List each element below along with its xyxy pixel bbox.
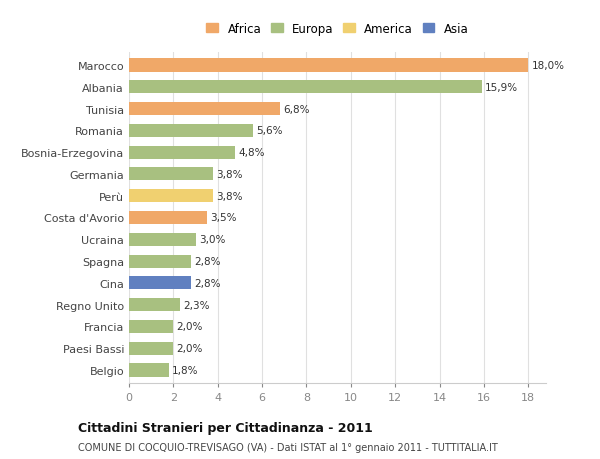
Text: 2,3%: 2,3% xyxy=(184,300,210,310)
Text: 2,0%: 2,0% xyxy=(176,343,203,353)
Bar xyxy=(129,103,280,116)
Bar xyxy=(129,320,173,333)
Text: 2,8%: 2,8% xyxy=(194,257,221,267)
Bar xyxy=(129,212,206,224)
Bar xyxy=(129,124,253,138)
Bar xyxy=(129,168,213,181)
Text: 2,0%: 2,0% xyxy=(176,322,203,332)
Legend: Africa, Europa, America, Asia: Africa, Europa, America, Asia xyxy=(203,19,472,39)
Text: 1,8%: 1,8% xyxy=(172,365,199,375)
Text: 3,5%: 3,5% xyxy=(210,213,236,223)
Bar xyxy=(129,190,213,203)
Bar xyxy=(129,255,191,268)
Bar xyxy=(129,146,235,159)
Text: 18,0%: 18,0% xyxy=(532,61,565,71)
Text: 3,8%: 3,8% xyxy=(217,169,243,179)
Text: 6,8%: 6,8% xyxy=(283,104,310,114)
Bar xyxy=(129,59,528,73)
Bar xyxy=(129,342,173,355)
Text: 2,8%: 2,8% xyxy=(194,278,221,288)
Bar xyxy=(129,277,191,290)
Text: COMUNE DI COCQUIO-TREVISAGO (VA) - Dati ISTAT al 1° gennaio 2011 - TUTTITALIA.IT: COMUNE DI COCQUIO-TREVISAGO (VA) - Dati … xyxy=(78,442,498,452)
Text: 4,8%: 4,8% xyxy=(239,148,265,158)
Text: 3,8%: 3,8% xyxy=(217,191,243,202)
Bar xyxy=(129,298,180,312)
Bar xyxy=(129,233,196,246)
Text: 3,0%: 3,0% xyxy=(199,235,225,245)
Text: Cittadini Stranieri per Cittadinanza - 2011: Cittadini Stranieri per Cittadinanza - 2… xyxy=(78,421,373,434)
Bar xyxy=(129,364,169,377)
Bar xyxy=(129,81,482,94)
Text: 15,9%: 15,9% xyxy=(485,83,518,93)
Text: 5,6%: 5,6% xyxy=(257,126,283,136)
